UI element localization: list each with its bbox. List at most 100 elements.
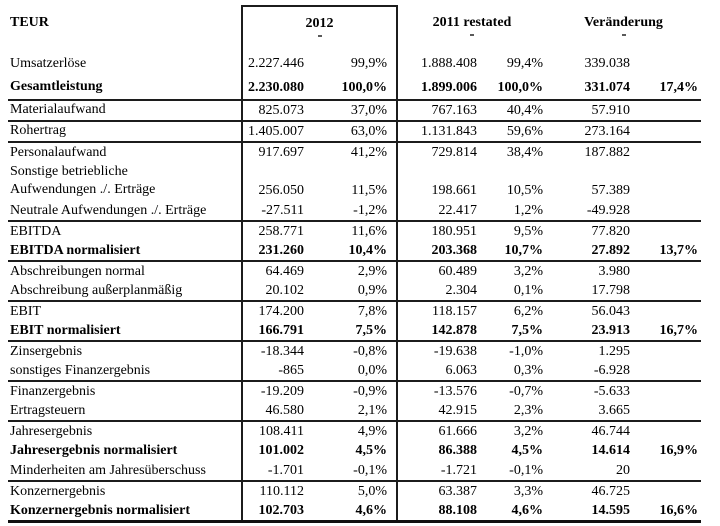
change-value-cell: -49.928 <box>546 201 632 223</box>
row-label-cell: Gesamtleistung <box>8 76 242 101</box>
value-2011-cell: 88.108 <box>396 501 481 523</box>
row-label-cell: Materialaufwand <box>8 100 242 122</box>
pct-2012-cell: 0,0% <box>312 361 397 383</box>
row-label-cell: Jahresergebnis <box>10 423 93 439</box>
change-pct-cell <box>632 201 702 223</box>
change-value-cell: 339.038 <box>584 56 631 71</box>
pct-2011-cell: -0,1% <box>481 461 546 483</box>
value-2011-cell: 180.951 <box>396 221 481 242</box>
change-value-cell: 331.074 <box>546 76 632 101</box>
change-value-cell: 1.295 <box>598 343 631 359</box>
table-row: Jahresergebnis normalisiert 101.002 4,5% 86… <box>8 441 701 462</box>
pct-2012-cell: 7,8% <box>357 303 387 319</box>
change-pct-cell <box>632 163 701 201</box>
table-row: Finanzergebnis -19.209 -0,9% -13.576 -0,7% -5… <box>8 381 701 402</box>
table-row: Ertragsteuern 46.580 2,1% 42.915 2,3% 3.665 <box>8 401 702 423</box>
value-2012-cell: -18.344 <box>241 341 312 362</box>
pct-2012-cell: 37,0% <box>312 100 397 122</box>
pct-2012-cell: 0,9% <box>312 281 397 303</box>
row-label-cell: Ertragsteuern <box>8 401 242 423</box>
pct-2011-cell: 7,5% <box>481 321 546 343</box>
change-pct-cell <box>632 461 702 483</box>
value-2011-cell: -19.638 <box>396 341 481 362</box>
value-2011-cell: 142.878 <box>396 321 481 343</box>
change-pct-cell <box>632 481 701 501</box>
table-row: Jahresergebnis 108.411 4,9% 61.666 3,2% 46.74… <box>8 421 701 442</box>
table-row: Umsatzerlöse 2.227.446 99,9% 1.888.408 99,4%… <box>8 52 701 76</box>
row-label-cell: Minderheiten am Jahresüberschuss <box>8 461 242 483</box>
value-2012-cell: 108.411 <box>241 421 312 442</box>
change-value-cell: 14.595 <box>546 501 632 523</box>
change-pct-cell <box>632 381 701 401</box>
pct-2011-cell: 3,3% <box>513 483 543 499</box>
change-value-cell: 20 <box>546 461 632 483</box>
pct-2012-cell: 4,6% <box>312 501 397 523</box>
pct-2012-cell: 41,2% <box>350 145 387 160</box>
value-2012-cell: 102.703 <box>241 501 312 523</box>
pct-2011-cell: 40,4% <box>481 100 546 122</box>
value-2012-cell: 231.260 <box>241 241 312 263</box>
value-2012-cell: -19.209 <box>241 381 312 402</box>
change-value-cell: 57.910 <box>546 100 632 122</box>
column-header-2012: 2012 <box>241 5 397 52</box>
value-2011-cell: 2.304 <box>396 281 481 303</box>
change-pct-cell <box>632 121 702 143</box>
pct-2011-cell: 38,4% <box>506 145 543 160</box>
value-2011-cell: 60.489 <box>396 261 481 282</box>
pct-2011-cell: 59,6% <box>481 121 546 143</box>
row-label-cell: EBIT <box>10 303 42 319</box>
value-2011-cell: 63.387 <box>396 481 481 502</box>
pct-2012-cell: -0,9% <box>353 383 387 399</box>
pct-2011-cell: 4,5% <box>511 443 544 459</box>
row-label-cell: Rohertrag <box>8 121 242 143</box>
table-row: Konzernergebnis normalisiert 102.703 4,6% 8… <box>8 501 702 523</box>
value-2011-cell: 198.661 <box>396 163 481 202</box>
row-label-cell: EBITDA <box>10 223 62 239</box>
value-2012-cell: 917.697 <box>241 142 312 163</box>
value-2011-cell: 729.814 <box>396 142 481 163</box>
change-pct-cell <box>632 221 701 241</box>
pct-2012-cell: 99,9% <box>350 56 387 71</box>
pct-2012-cell: -1,2% <box>312 201 397 223</box>
value-2012-cell: 20.102 <box>241 281 312 303</box>
table-row: Minderheiten am Jahresüberschuss -1.701 -0… <box>8 461 702 483</box>
value-2012-cell: -1.701 <box>241 461 312 483</box>
pct-2011-cell: 4,6% <box>481 501 546 523</box>
pct-2012-cell: -0,1% <box>312 461 397 483</box>
value-2012-cell: 101.002 <box>241 441 312 462</box>
pct-2012-cell: 11,6% <box>351 223 387 239</box>
pct-2012-cell: -0,8% <box>353 343 387 359</box>
table-row: Abschreibung außerplanmäßig 20.102 0,9% 2.3… <box>8 281 702 303</box>
pct-2011-cell: 100,0% <box>481 76 546 101</box>
value-2011-cell: 1.899.006 <box>396 76 481 101</box>
pct-2012-cell: 7,5% <box>312 321 397 343</box>
value-2011-cell: 86.388 <box>396 441 481 462</box>
change-value-cell: 46.744 <box>591 423 631 439</box>
pct-2011-cell: 99,4% <box>506 56 543 71</box>
value-2011-cell: 22.417 <box>396 201 481 223</box>
value-2012-cell: 46.580 <box>241 401 312 423</box>
value-2012-cell: -865 <box>241 361 312 383</box>
pct-2012-cell: 63,0% <box>312 121 397 143</box>
table-row: EBITDA normalisiert 231.260 10,4% 203.368 10… <box>8 241 702 263</box>
change-pct-cell <box>632 361 702 383</box>
table-body: Umsatzerlöse 2.227.446 99,9% 1.888.408 99,4%… <box>8 52 702 523</box>
pct-2011-cell: 0,1% <box>481 281 546 303</box>
value-2011-cell: 118.157 <box>396 301 481 322</box>
value-2011-cell: -13.576 <box>396 381 481 402</box>
row-label-cell: Abschreibungen normal <box>10 263 145 279</box>
change-pct-cell: 13,7% <box>632 241 702 263</box>
value-2012-cell: 64.469 <box>241 261 312 282</box>
value-2012-cell: 166.791 <box>241 321 312 343</box>
change-value-cell: -6.928 <box>546 361 632 383</box>
change-pct-cell: 16,7% <box>632 321 702 343</box>
value-2012-cell: 825.073 <box>241 100 312 122</box>
row-label-cell: EBIT normalisiert <box>8 321 242 343</box>
column-header-teur: TEUR <box>10 15 49 30</box>
change-pct-cell <box>632 142 701 163</box>
change-value-cell: 187.882 <box>584 145 631 160</box>
pct-2012-cell: 10,4% <box>312 241 397 263</box>
value-2012-cell: 110.112 <box>241 481 312 502</box>
change-pct-cell <box>632 341 701 361</box>
value-2012-cell: 2.230.080 <box>241 76 312 101</box>
